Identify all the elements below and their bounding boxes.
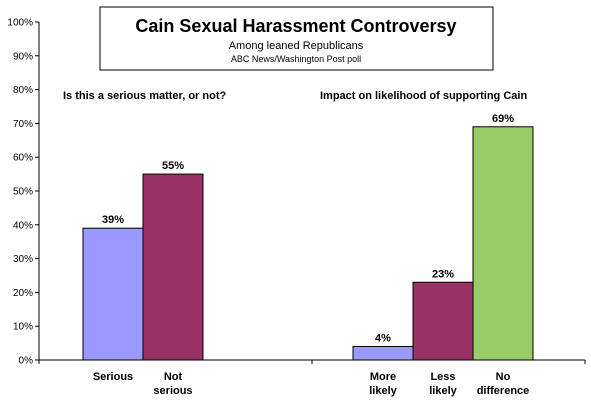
y-tick-label: 0% [19,356,34,367]
data-label: 55% [162,160,184,172]
data-label: 4% [375,332,391,344]
chart-source: ABC News/Washington Post poll [231,54,361,64]
category-label: No [496,371,511,383]
y-tick-label: 90% [13,51,33,62]
category-label: serious [153,385,192,397]
category-label: likely [369,385,397,397]
y-tick-label: 70% [13,119,33,130]
category-label: difference [477,385,530,397]
title-box [99,6,494,71]
bar [352,345,414,361]
bar [412,281,474,361]
y-tick-label: 10% [13,322,33,333]
chart-subtitle: Among leaned Republicans [229,40,364,52]
y-tick-label: 30% [13,254,33,265]
question-label: Is this a serious matter, or not? [63,90,226,102]
y-tick-label: 40% [13,220,33,231]
y-tick-label: 80% [13,85,33,96]
category-label: Not [164,371,183,383]
data-label: 69% [492,113,514,125]
bar [472,126,534,361]
category-label: More [370,371,396,383]
bar [142,173,204,361]
chart-title: Cain Sexual Harassment Controversy [135,16,456,36]
y-tick-label: 60% [13,153,33,164]
y-tick-label: 50% [13,187,33,198]
question-label: Impact on likelihood of supporting Cain [320,90,527,102]
category-label: likely [429,385,457,397]
category-label: Less [430,371,455,383]
data-label: 23% [432,268,454,280]
y-tick-label: 100% [7,18,33,29]
bar [82,227,144,361]
category-label: Serious [93,371,133,383]
data-label: 39% [102,214,124,226]
y-tick-label: 20% [13,288,33,299]
